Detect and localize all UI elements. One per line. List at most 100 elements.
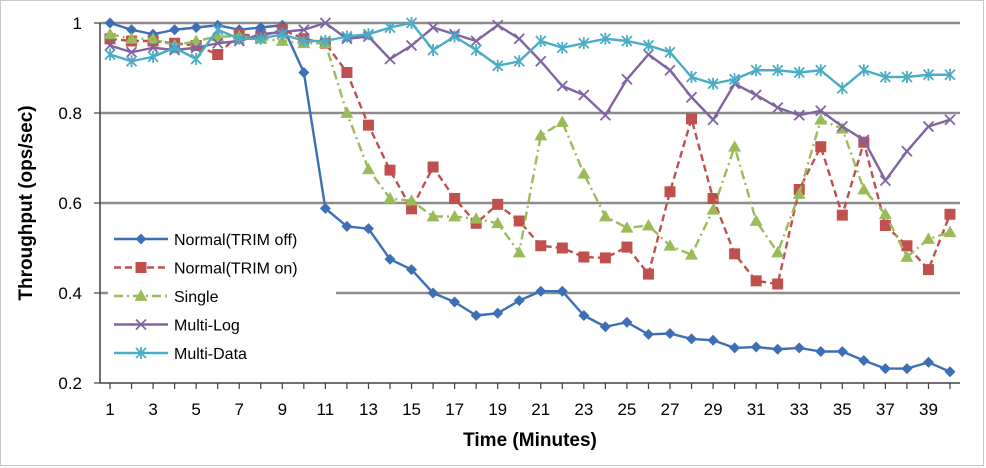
data-point: [879, 71, 892, 83]
data-point: [189, 34, 203, 46]
y-tick-label: 0.4: [58, 284, 82, 303]
legend-item: Normal(TRIM off): [114, 232, 297, 249]
y-tick-label: 0.2: [58, 374, 82, 393]
data-point: [104, 48, 116, 61]
data-point: [190, 22, 202, 33]
x-tick-label: 9: [278, 400, 287, 419]
x-tick-label: 23: [574, 400, 593, 419]
x-tick-label: 3: [148, 400, 157, 419]
data-point: [707, 114, 719, 126]
x-tick-label: 37: [876, 400, 895, 419]
data-point: [772, 101, 784, 114]
data-point: [384, 53, 396, 65]
data-point: [706, 203, 720, 215]
data-point: [146, 32, 160, 44]
data-point: [135, 347, 147, 359]
legend-item: Normal(TRIM on): [114, 261, 298, 278]
x-axis-title: Time (Minutes): [463, 430, 597, 451]
data-point: [879, 174, 892, 187]
data-point: [212, 37, 224, 49]
x-tick-label: 7: [234, 400, 243, 419]
data-point: [362, 119, 374, 131]
data-point: [298, 35, 310, 47]
data-point: [879, 363, 891, 375]
data-point: [578, 37, 590, 50]
data-point: [147, 42, 159, 54]
data-point: [922, 120, 935, 133]
data-point: [707, 334, 719, 346]
data-point: [944, 114, 956, 126]
data-point: [427, 21, 439, 34]
data-point: [384, 164, 396, 176]
marker-stroke: [750, 89, 762, 101]
data-point: [255, 32, 267, 45]
data-point: [858, 134, 870, 146]
series-line: [109, 33, 951, 259]
marker-stroke: [793, 109, 805, 121]
data-point: [921, 232, 935, 244]
data-point: [750, 275, 762, 287]
data-point: [135, 318, 147, 331]
data-point: [535, 285, 547, 297]
data-point: [598, 210, 612, 222]
legend-item: Multi-Log: [114, 318, 240, 335]
x-tick-label: 21: [531, 400, 550, 419]
data-point: [168, 41, 181, 54]
legend-label: Single: [174, 289, 219, 306]
axes: [94, 22, 960, 389]
series-line: [109, 21, 951, 182]
data-point: [641, 219, 655, 231]
data-point: [815, 141, 827, 153]
data-point: [448, 30, 461, 43]
marker-stroke: [135, 318, 147, 331]
data-point: [405, 17, 418, 29]
data-point: [901, 71, 913, 83]
data-point: [707, 193, 719, 204]
data-point: [469, 212, 483, 224]
series-multi-data: [104, 17, 956, 95]
data-point: [729, 342, 741, 354]
data-point: [449, 296, 461, 308]
x-tick-label: 19: [488, 400, 507, 419]
series-line: [109, 28, 952, 286]
data-point: [470, 310, 482, 321]
data-point: [513, 33, 525, 45]
data-point: [405, 194, 419, 206]
series-multi-log: [104, 17, 956, 187]
data-point: [134, 289, 148, 301]
data-point: [534, 129, 548, 141]
data-point: [406, 264, 418, 276]
data-point: [901, 363, 913, 375]
data-point: [578, 89, 590, 101]
data-point: [621, 241, 633, 253]
data-point: [406, 203, 418, 215]
data-point: [492, 307, 504, 319]
data-point: [383, 192, 397, 204]
data-point: [772, 278, 784, 290]
data-point: [836, 120, 848, 133]
data-point: [492, 198, 504, 210]
x-tick-label: 39: [919, 400, 938, 419]
y-tick-labels: 0.2 0.4 0.6 0.8 1: [58, 14, 82, 393]
data-point: [750, 341, 762, 353]
series-line: [109, 21, 951, 373]
data-point: [836, 346, 848, 357]
data-point: [298, 24, 310, 36]
data-point: [621, 73, 633, 85]
data-point: [578, 310, 590, 321]
marker-stroke: [319, 17, 332, 29]
data-point: [556, 285, 568, 297]
data-point: [663, 239, 677, 251]
marker-stroke: [599, 109, 612, 121]
y-tick-label: 1: [73, 14, 82, 33]
data-point: [405, 39, 418, 52]
data-point: [492, 19, 504, 31]
data-point: [556, 80, 568, 92]
legend-box: [108, 222, 336, 366]
data-point: [427, 44, 439, 56]
legend: Normal(TRIM off) Normal(TRIM on) Single Mul…: [108, 222, 336, 366]
marker-stroke: [492, 19, 504, 31]
data-point: [319, 202, 331, 214]
data-point: [427, 287, 439, 299]
data-point: [125, 46, 138, 58]
